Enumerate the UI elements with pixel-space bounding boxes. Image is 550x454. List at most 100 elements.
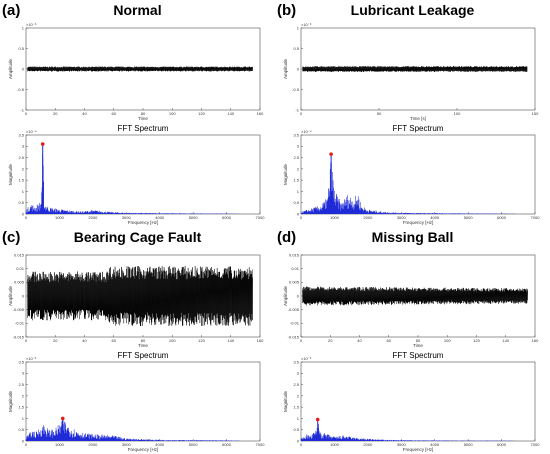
y-tick-label: 0.01 bbox=[16, 266, 25, 271]
y-tick-label: 1 bbox=[297, 25, 300, 30]
panel-b: (b) Lubricant Leakage 0 50 100 150 -1 -0.5 0 0.… bbox=[275, 0, 550, 227]
y-tick-label: 1.5 bbox=[18, 405, 24, 410]
x-tick-label: 120 bbox=[198, 338, 205, 343]
x-tick-label: 2000 bbox=[88, 215, 98, 220]
plot-frame bbox=[300, 361, 536, 442]
y-tick-label: 2 bbox=[22, 166, 25, 171]
x-tick-label: 3000 bbox=[397, 442, 407, 447]
y-tick-label: -0.5 bbox=[292, 87, 300, 92]
x-tick-label: 140 bbox=[502, 338, 509, 343]
x-tick-label: 60 bbox=[112, 338, 117, 343]
x-tick-label: 0 bbox=[25, 338, 28, 343]
x-tick-label: 3000 bbox=[397, 215, 407, 220]
x-tick-label: 7000 bbox=[256, 215, 266, 220]
spectrum-trace bbox=[300, 423, 516, 441]
signal-trace bbox=[302, 286, 528, 306]
x-tick-label: 100 bbox=[169, 338, 176, 343]
peak-marker bbox=[40, 142, 45, 146]
x-axis-label: Frequency [Hz] bbox=[128, 447, 159, 452]
y-tick-label: 0 bbox=[22, 66, 25, 71]
x-tick-label: 100 bbox=[169, 111, 176, 116]
y-tick-label: 1.5 bbox=[18, 178, 24, 183]
y-tick-label: 2 bbox=[297, 393, 300, 398]
y-tick-label: 3 bbox=[297, 371, 300, 376]
subplot-title: FFT Spectrum bbox=[393, 124, 444, 133]
x-tick-label: 20 bbox=[53, 338, 58, 343]
plot-frame bbox=[300, 134, 536, 215]
x-tick-label: 5000 bbox=[464, 442, 474, 447]
y-tick-label: 0.5 bbox=[18, 427, 24, 432]
subplot-title: FFT Spectrum bbox=[118, 124, 169, 133]
x-tick-label: 1000 bbox=[330, 442, 340, 447]
x-tick-label: 6000 bbox=[222, 442, 232, 447]
plot-frame bbox=[25, 134, 261, 215]
y-axis-label: Magnitude bbox=[283, 390, 288, 412]
y-exponent: ×10⁻⁴ bbox=[26, 129, 37, 134]
y-tick-label: 0.5 bbox=[293, 200, 299, 205]
y-axis-label: Magnitude bbox=[8, 163, 13, 185]
y-exponent: ×10⁻³ bbox=[26, 22, 37, 27]
panel-label: (b) bbox=[277, 2, 297, 19]
y-tick-label: -1 bbox=[295, 107, 299, 112]
y-tick-label: -0.005 bbox=[13, 307, 25, 312]
x-tick-label: 0 bbox=[25, 215, 28, 220]
x-tick-label: 60 bbox=[112, 111, 117, 116]
panel-label: (c) bbox=[2, 229, 21, 246]
y-tick-label: 0 bbox=[22, 293, 25, 298]
subplot-title: FFT Spectrum bbox=[393, 351, 444, 360]
y-exponent: ×10⁻⁴ bbox=[301, 129, 312, 134]
y-tick-label: 0.5 bbox=[18, 200, 24, 205]
signal-trace bbox=[27, 265, 253, 327]
y-tick-label: 2 bbox=[297, 166, 300, 171]
spectrum-trace bbox=[25, 154, 241, 214]
x-tick-label: 140 bbox=[227, 338, 234, 343]
x-tick-label: 4000 bbox=[430, 442, 440, 447]
y-tick-label: -0.005 bbox=[288, 307, 300, 312]
x-tick-label: 100 bbox=[454, 111, 461, 116]
y-tick-label: 3.5 bbox=[293, 359, 299, 364]
x-tick-label: 1000 bbox=[55, 442, 65, 447]
x-tick-label: 0 bbox=[300, 338, 303, 343]
peak-marker bbox=[315, 417, 320, 422]
y-tick-label: 0.5 bbox=[293, 427, 299, 432]
x-tick-label: 0 bbox=[300, 111, 303, 116]
x-tick-label: 6000 bbox=[497, 442, 507, 447]
y-tick-label: 3.5 bbox=[18, 359, 24, 364]
x-tick-label: 2000 bbox=[363, 442, 373, 447]
x-tick-label: 80 bbox=[141, 111, 146, 116]
x-axis-label: Frequency [Hz] bbox=[403, 447, 434, 452]
x-tick-label: 7000 bbox=[256, 442, 266, 447]
x-tick-label: 5000 bbox=[189, 442, 199, 447]
y-axis-label: Amplitude bbox=[283, 286, 288, 307]
y-tick-label: 3.5 bbox=[18, 132, 24, 137]
x-tick-label: 40 bbox=[357, 338, 362, 343]
y-axis-label: Magnitude bbox=[283, 163, 288, 185]
x-tick-label: 7000 bbox=[531, 215, 541, 220]
signal-trace bbox=[302, 66, 528, 72]
x-axis-label: Time bbox=[138, 343, 148, 348]
x-tick-label: 160 bbox=[257, 111, 264, 116]
panel-label: (d) bbox=[277, 229, 297, 246]
signal-trace bbox=[27, 66, 253, 72]
x-tick-label: 150 bbox=[532, 111, 539, 116]
y-tick-label: 2.5 bbox=[293, 382, 299, 387]
y-tick-label: 0 bbox=[22, 438, 25, 443]
y-tick-label: 1.5 bbox=[293, 405, 299, 410]
x-tick-label: 2000 bbox=[88, 442, 98, 447]
panel-a-plots: 0 20 40 60 80 100 120 140 160-1-0.500.51×10⁻³Tim… bbox=[8, 22, 266, 225]
x-tick-label: 4000 bbox=[430, 215, 440, 220]
x-tick-label: 120 bbox=[473, 338, 480, 343]
panel-c: (c) Bearing Cage Fault 0 20 40 60 80 100 120 14… bbox=[0, 227, 275, 454]
y-tick-label: 3 bbox=[22, 371, 25, 376]
x-tick-label: 80 bbox=[141, 338, 146, 343]
x-tick-label: 1000 bbox=[55, 215, 65, 220]
y-tick-label: 0.5 bbox=[293, 46, 299, 51]
x-tick-label: 5000 bbox=[464, 215, 474, 220]
y-tick-label: 0 bbox=[22, 211, 25, 216]
x-tick-label: 1000 bbox=[330, 215, 340, 220]
x-tick-label: 7000 bbox=[531, 442, 541, 447]
x-axis-label: Time bbox=[138, 116, 148, 121]
y-axis-label: Amplitude bbox=[283, 59, 288, 80]
